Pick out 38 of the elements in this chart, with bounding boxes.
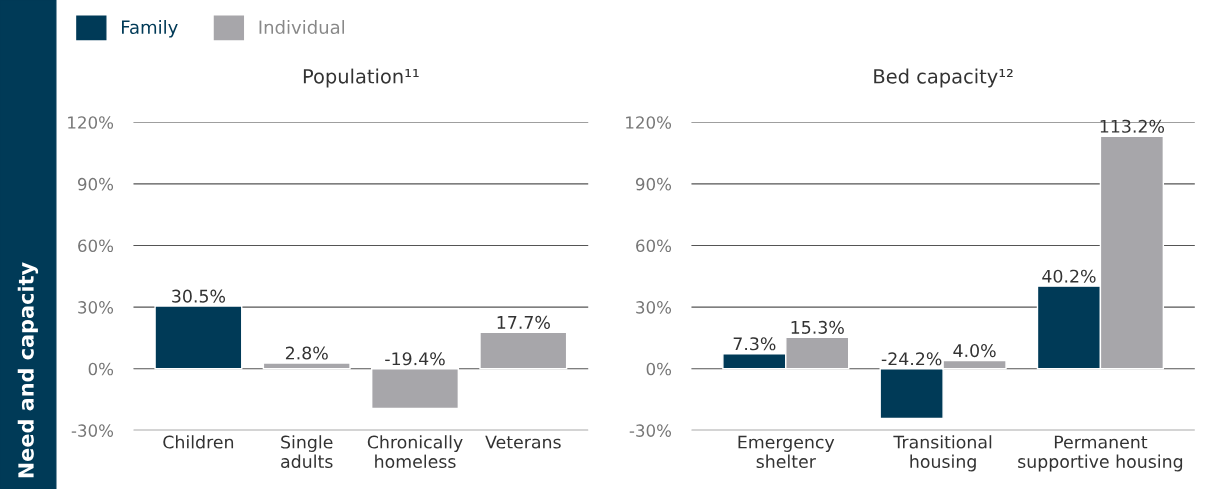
y-tick-label: 0%: [88, 362, 114, 376]
bar: [262, 362, 351, 370]
data-label: 2.8%: [285, 346, 328, 360]
chart-title: Bed capacity¹²: [874, 68, 1013, 88]
bar: [479, 331, 568, 370]
data-label: 4.0%: [953, 344, 996, 358]
chart-title: Population¹¹: [303, 68, 419, 88]
legend-label: Individual: [259, 20, 345, 35]
data-label: -24.2%: [881, 352, 942, 366]
y-tick-label: -30%: [629, 424, 672, 437]
bar: [371, 368, 460, 410]
y-tick-label: 60%: [78, 239, 114, 253]
data-label: 30.5%: [172, 289, 226, 303]
y-tick-label: 30%: [636, 301, 672, 314]
data-label: 40.2%: [1042, 269, 1096, 283]
x-tick-label: Emergency shelter: [738, 435, 835, 469]
y-tick-label: -30%: [71, 424, 114, 437]
legend-label: Family: [122, 20, 178, 38]
data-label: 17.7%: [497, 315, 550, 329]
data-label: -19.4%: [385, 352, 445, 366]
x-tick-label: Permanent supportive housing: [1018, 435, 1183, 472]
y-tick-label: 60%: [636, 239, 672, 253]
bar: [154, 305, 243, 370]
data-label: 113.2%: [1100, 119, 1165, 133]
y-tick-label: 120%: [626, 116, 672, 129]
y-tick-label: 120%: [68, 116, 114, 129]
data-label: 7.3%: [733, 337, 776, 351]
y-tick-label: 90%: [77, 177, 114, 191]
y-tick-label: 90%: [635, 177, 672, 191]
text: Need and capacity: [17, 262, 39, 478]
data-label: 15.3%: [791, 320, 844, 334]
x-tick-label: Chronically homeless: [367, 435, 463, 469]
x-tick-label: Single adults: [281, 435, 333, 469]
y-tick-label: 0%: [646, 362, 672, 376]
y-tick-label: 30%: [78, 301, 114, 314]
x-tick-label: Transitional housing: [893, 435, 992, 472]
x-tick-label: Veterans: [485, 435, 561, 449]
x-tick-label: Children: [163, 435, 234, 449]
